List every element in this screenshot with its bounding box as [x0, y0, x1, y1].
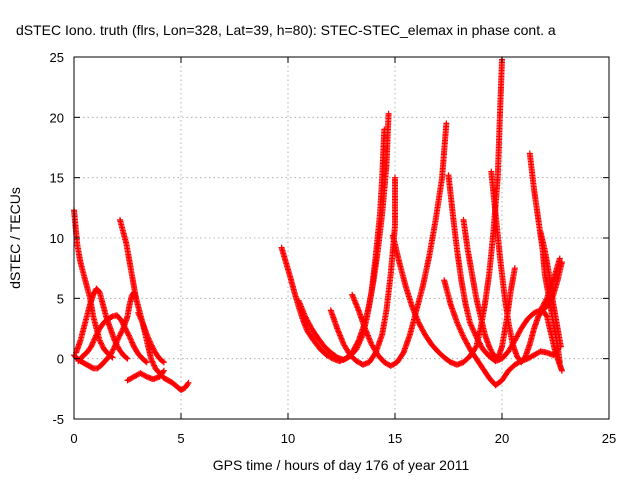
data-point [159, 358, 166, 365]
y-tick-label: -5 [52, 412, 64, 427]
series-11 [349, 120, 450, 369]
data-point [549, 293, 556, 300]
series-10 [327, 174, 398, 368]
data-point [543, 312, 550, 319]
data-point [90, 338, 97, 345]
series-12 [389, 56, 505, 368]
data-point [135, 309, 142, 316]
x-tick-label: 15 [388, 431, 402, 446]
data-point [126, 333, 133, 340]
data-point [443, 120, 450, 127]
data-point [149, 359, 156, 366]
data-point [127, 335, 134, 342]
data-point [91, 336, 98, 343]
chart-title: dSTEC Iono. truth (flrs, Lon=328, Lat=39… [16, 22, 556, 38]
data-point [160, 359, 167, 366]
y-axis-label: dSTEC / TECUs [7, 187, 23, 289]
series-14 [445, 172, 563, 365]
data-point [137, 315, 144, 322]
series-4 [75, 312, 150, 366]
data-point [160, 368, 167, 375]
x-axis-label: GPS time / hours of day 176 of year 2011 [213, 457, 470, 473]
data-point [142, 358, 149, 365]
data-point [136, 312, 143, 319]
series-19 [537, 259, 565, 316]
data-point [135, 311, 142, 318]
data-point [556, 255, 563, 262]
data-point [138, 316, 145, 323]
x-tick-label: 25 [602, 431, 616, 446]
x-axis-ticks: 0 5 10 15 20 25 [70, 57, 616, 446]
data-point [511, 265, 518, 272]
data-point [548, 295, 555, 302]
data-point [546, 299, 553, 306]
data-point [385, 110, 392, 117]
data-point [546, 301, 553, 308]
data-point [148, 357, 155, 364]
data-point [547, 298, 554, 305]
data-point [128, 338, 135, 345]
data-point [549, 294, 556, 301]
x-tick-label: 10 [281, 431, 295, 446]
y-tick-label: 10 [50, 231, 64, 246]
series-16 [488, 168, 565, 374]
series-3 [73, 285, 131, 362]
data-point [88, 342, 95, 349]
data-point [88, 343, 95, 350]
data-point [143, 359, 150, 366]
data-point [160, 367, 167, 374]
data-point [381, 126, 388, 133]
data-point [150, 361, 157, 368]
data-point [558, 259, 565, 266]
data-point [89, 340, 96, 347]
data-point [557, 343, 564, 350]
data-point [138, 318, 145, 325]
series-5 [117, 216, 167, 366]
series-7 [124, 367, 167, 384]
data-point [184, 381, 191, 388]
data-point [556, 359, 563, 366]
x-tick-label: 0 [70, 431, 77, 446]
y-tick-label: 20 [50, 110, 64, 125]
data-point [89, 339, 96, 346]
data-point [127, 336, 134, 343]
data-point [185, 379, 192, 386]
data-point [558, 367, 565, 374]
series-13 [441, 277, 561, 389]
y-axis-ticks: -5 0 5 10 15 20 25 [50, 50, 609, 427]
data-points [71, 56, 565, 394]
data-point [148, 355, 155, 362]
data-point [137, 313, 144, 320]
data-point [123, 354, 130, 361]
series-9 [295, 126, 388, 363]
y-tick-label: 5 [57, 291, 64, 306]
y-tick-label: 25 [50, 50, 64, 65]
x-tick-label: 20 [495, 431, 509, 446]
data-point [392, 174, 398, 181]
series-6 [135, 309, 192, 394]
data-point [129, 339, 136, 346]
data-point [129, 340, 136, 347]
data-point [151, 362, 158, 369]
series-18 [537, 228, 564, 350]
data-point [547, 297, 554, 304]
x-tick-label: 5 [177, 431, 184, 446]
data-point [124, 355, 131, 362]
data-point [149, 358, 156, 365]
y-tick-label: 15 [50, 171, 64, 186]
y-tick-label: 0 [57, 352, 64, 367]
data-point [91, 335, 98, 342]
data-point [472, 344, 479, 351]
